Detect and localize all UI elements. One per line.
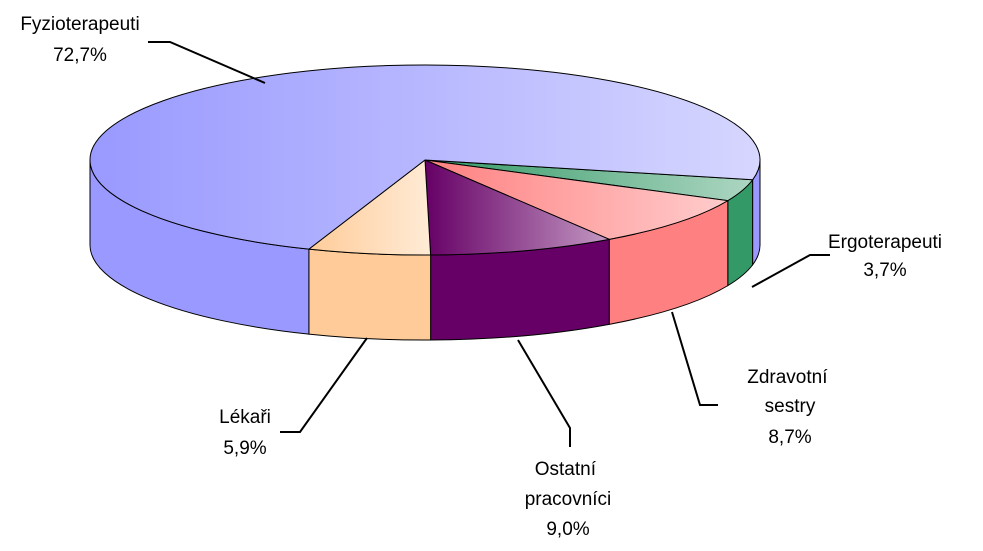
category-label: Zdravotní sestry [747,367,833,417]
value-label: 72,7% [53,45,107,66]
value-label: 5,9% [223,438,266,459]
category-label: Lékaři [219,407,271,428]
leader-line [751,254,830,288]
slice-side [308,248,432,341]
slice-top [89,64,761,250]
category-label: Fyzioterapeuti [20,14,139,35]
value-label: 8,7% [768,427,811,448]
leader-line [671,311,718,406]
leader-line [517,339,571,447]
slice-top [424,159,730,240]
slice-top [307,159,432,256]
category-label: Ostatní pracovníci [525,459,612,510]
value-label: 9,0% [546,519,589,540]
slice-top [424,159,611,256]
value-label: 3,7% [863,260,906,281]
leader-line [280,337,368,433]
category-label: Ergoterapeuti [828,232,942,253]
leader-line [148,41,266,84]
